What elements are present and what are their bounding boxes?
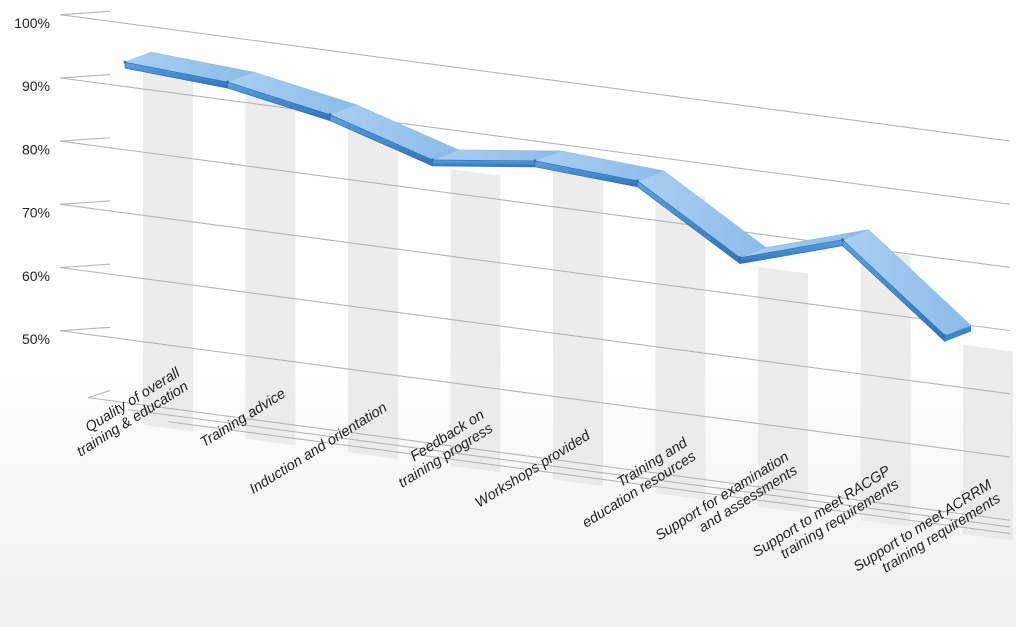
category-wall: [450, 169, 501, 473]
y-tick-label: 60%: [22, 268, 50, 284]
y-tick-label: 80%: [22, 141, 50, 157]
category-wall: [963, 344, 1013, 541]
grid-line: [87, 397, 1011, 521]
grid-lines: [59, 10, 1011, 535]
data-ribbon: [123, 51, 972, 343]
category-wall: [758, 266, 808, 514]
grid-line: [59, 77, 1011, 205]
category-wall: [348, 123, 398, 459]
y-tick-label: 50%: [22, 331, 50, 347]
category-wall: [143, 71, 193, 432]
grid-line: [59, 14, 1011, 142]
grid-line-depth: [59, 73, 111, 79]
grid-line: [59, 266, 1011, 395]
data-point: [636, 179, 639, 183]
data-point: [738, 256, 742, 260]
grid-line-depth: [87, 390, 111, 399]
data-point: [123, 60, 127, 64]
data-point: [533, 159, 537, 163]
category-wall: [860, 248, 911, 528]
floor-line: [127, 409, 1011, 528]
y-tick-label: 70%: [22, 205, 50, 221]
grid-line-depth: [59, 200, 111, 205]
grid-line-depth: [59, 326, 111, 332]
ribbon-front-segment: [432, 159, 536, 168]
y-tick-label: 100%: [14, 15, 50, 31]
y-tick-label: 90%: [22, 78, 50, 94]
ribbon-end-cap: [945, 325, 971, 342]
grid-line-depth: [59, 10, 111, 16]
category-wall: [553, 170, 603, 487]
grid-line-depth: [59, 137, 111, 142]
y-axis-ticks: 100% 90% 80% 70% 60% 50%: [14, 15, 50, 347]
category-wall: [655, 190, 706, 500]
grid-line-depth: [59, 263, 111, 269]
data-point: [328, 113, 332, 117]
category-walls: [143, 71, 1013, 541]
data-point: [841, 238, 844, 242]
floor-line: [167, 421, 1011, 535]
data-point: [431, 158, 434, 162]
grid-line: [59, 203, 1011, 332]
data-point: [226, 80, 229, 84]
grid-line: [59, 330, 1011, 458]
